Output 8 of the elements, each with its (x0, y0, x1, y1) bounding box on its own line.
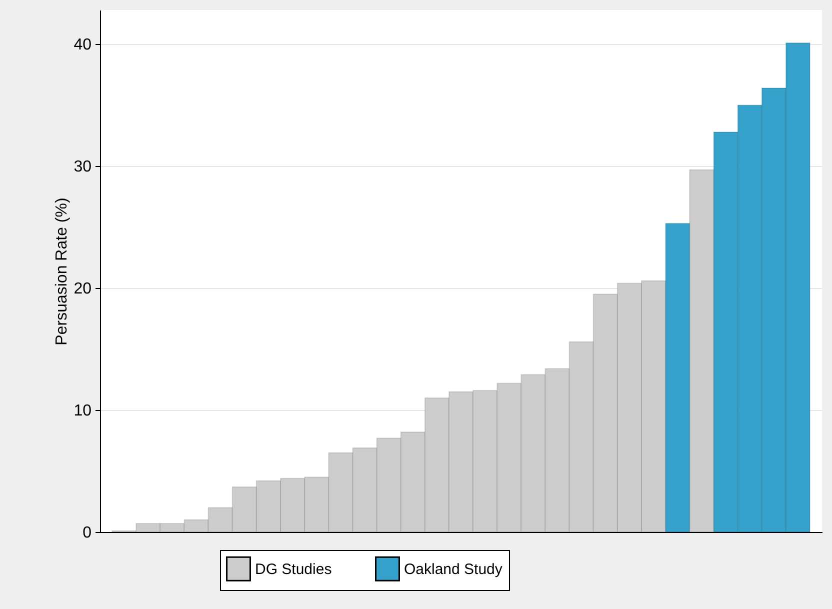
legend-label: Oakland Study (404, 560, 503, 578)
y-tick-label: 10 (74, 402, 92, 420)
y-tick-label: 20 (74, 280, 92, 298)
legend-label: DG Studies (255, 560, 332, 578)
y-tick-label: 40 (74, 36, 92, 54)
y-tick-label: 30 (74, 158, 92, 176)
y-tick-label: 0 (82, 524, 92, 542)
y-axis-title: Persuasion Rate (%) (54, 198, 71, 346)
